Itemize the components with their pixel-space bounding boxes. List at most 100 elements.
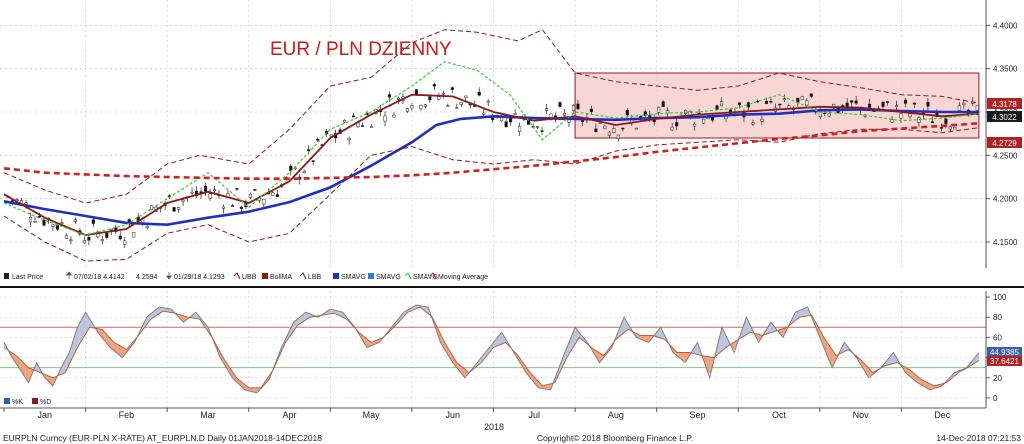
candle-body — [105, 232, 109, 238]
candle-body — [603, 125, 607, 129]
candle-body — [441, 92, 445, 95]
candle-body — [248, 193, 252, 198]
candle-body — [100, 239, 104, 241]
stochastic-fill-segment — [399, 314, 403, 322]
legend-label: LBB — [308, 274, 322, 281]
stochastic-fill-segment — [77, 322, 80, 349]
price-tags: 4.3178 4.3022 4.2729 — [987, 98, 1022, 148]
stochastic-fill-segment — [802, 307, 806, 317]
candle-body — [693, 123, 697, 127]
stochastic-fill-segment — [364, 336, 367, 348]
stochastic-line-k — [3, 304, 980, 394]
stochastic-tag-box — [987, 347, 1022, 357]
stochastic-legend-label: %K — [12, 399, 23, 406]
candle-body — [42, 219, 46, 226]
candle-body — [307, 149, 311, 152]
candle-body — [28, 217, 33, 223]
candle-body — [405, 108, 409, 112]
stochastic-fill-segment — [193, 312, 197, 319]
legend-label: Last Price — [12, 274, 43, 281]
candle-body — [571, 105, 576, 112]
stochastic-fill-segment — [794, 311, 798, 322]
stochastic-fill-segment — [453, 357, 457, 368]
stochastic-fill-segment — [228, 366, 232, 377]
x-axis-ticks: Jan Feb Mar Apr May Jun Jul Aug Sep Oct Nov Dec — [3, 408, 951, 420]
candle-body — [69, 239, 73, 242]
candle-body — [930, 121, 934, 123]
candle-body — [347, 137, 351, 140]
series-line-ubb-2 — [3, 29, 979, 204]
stochastic-fill-segment — [526, 367, 530, 377]
candle-body — [944, 118, 948, 124]
stochastic-fill-segment — [288, 327, 292, 339]
stochastic-fill-segment — [567, 339, 570, 357]
candle-body — [746, 102, 750, 108]
stochastic-fill-segment — [445, 343, 449, 356]
stochastic-fill-segment — [548, 383, 552, 390]
stochastic-fill-segment — [659, 329, 663, 339]
candle-body — [477, 91, 481, 96]
candle-body — [899, 113, 903, 119]
candle-body — [190, 191, 194, 194]
stochastic-tag-label: 44.9385 — [990, 348, 1019, 357]
stochastic-fill-segment — [732, 341, 736, 350]
price-tick-label: 4.1500 — [993, 238, 1018, 247]
candle-body — [518, 126, 522, 132]
candle-body — [536, 126, 540, 128]
x-tick-label: Apr — [283, 410, 297, 420]
stochastic-fill-segment — [486, 348, 489, 357]
x-tick-label: Jul — [529, 410, 541, 420]
x-tick-label: Jun — [445, 410, 460, 420]
legend-label: Moving Average — [438, 274, 488, 281]
stochastic-fill-segment — [903, 365, 906, 373]
candle-body — [926, 102, 930, 107]
stochastic-fill-segment — [678, 352, 682, 360]
stochastic-fill-segment — [559, 360, 562, 374]
stochastic-fill-segment — [597, 351, 600, 363]
stochastic-tag-box — [987, 356, 1022, 366]
stochastic-fill-segment — [578, 331, 581, 340]
footer-copyright: Copyright© 2018 Bloomberg Finance L.P. — [537, 433, 693, 443]
stochastic-tick-label: 100 — [993, 293, 1007, 302]
stochastic-fill-segment — [450, 352, 454, 364]
stochastic-fill-segment — [47, 375, 51, 383]
stochastic-fill-segment — [561, 353, 565, 368]
candle-body — [957, 105, 961, 111]
stochastic-fill-segment — [894, 355, 898, 364]
stochastic-tick-label: 60 — [993, 333, 1002, 342]
candle-body — [562, 112, 567, 116]
legend-line-icon — [299, 272, 307, 280]
stochastic-fill-segment — [797, 310, 801, 319]
stochastic-fill-segment — [518, 356, 522, 365]
candle-body — [181, 199, 185, 202]
candle-body — [311, 160, 315, 162]
stochastic-fill-segment — [886, 357, 890, 366]
candle-body — [854, 100, 858, 104]
candle-body — [818, 111, 822, 118]
stochastic-fill-segment — [621, 317, 625, 335]
candle-body — [55, 225, 59, 230]
stochastic-fill-segment — [331, 309, 335, 314]
candle-body — [908, 113, 912, 117]
stochastic-fill-segment — [98, 328, 102, 337]
stochastic-fill-segment — [976, 352, 979, 363]
stochastic-fill-segment — [163, 307, 167, 312]
stochastic-fill-segment — [973, 355, 977, 364]
candle-body — [87, 237, 91, 241]
stochastic-fill-segment — [829, 346, 833, 367]
stochastic-fill-segment — [564, 346, 568, 363]
candle-body — [293, 167, 297, 170]
stochastic-legend-label: %D — [40, 399, 51, 406]
stochastic-fill-segment — [672, 348, 676, 355]
stochastic-fill-segment — [144, 316, 148, 328]
stochastic-fill-segment — [865, 364, 868, 377]
candle-body — [387, 94, 392, 98]
stochastic-fill-segment — [253, 387, 256, 393]
candle-body — [329, 134, 333, 137]
candle-body — [212, 189, 217, 192]
stochastic-fill-segment — [773, 325, 776, 332]
candle-body — [939, 127, 943, 129]
stochastic-fill-segment — [705, 356, 709, 374]
